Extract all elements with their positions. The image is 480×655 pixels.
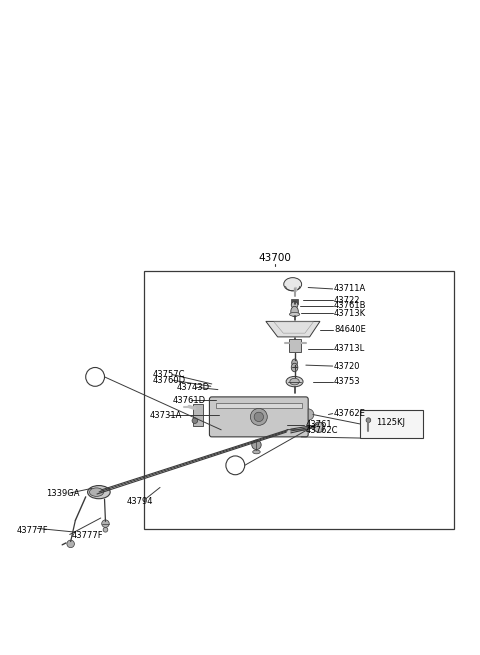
Ellipse shape [284,278,301,291]
Text: 43760D: 43760D [153,376,186,384]
Text: 84640E: 84640E [334,326,366,334]
Circle shape [226,456,245,475]
Ellipse shape [289,312,300,316]
Text: 43761D: 43761D [172,396,205,405]
Text: 43794: 43794 [126,497,153,506]
Text: 43762C: 43762C [306,426,338,434]
Text: 43720: 43720 [334,362,360,371]
Bar [193,403,204,426]
Text: 43700: 43700 [259,253,292,263]
Text: 43777F: 43777F [72,531,103,540]
Wedge shape [308,409,314,420]
Text: 43757C: 43757C [153,370,185,379]
Circle shape [67,540,74,548]
Ellipse shape [87,485,110,498]
Bar [216,403,302,407]
Text: 1339GA: 1339GA [46,489,80,498]
FancyBboxPatch shape [209,397,308,437]
Text: 43761: 43761 [306,421,333,430]
Text: 43762E: 43762E [334,409,366,418]
Circle shape [86,367,105,386]
Text: 43713L: 43713L [334,344,365,353]
Circle shape [291,302,298,309]
Text: A: A [232,461,239,470]
Text: A: A [92,373,98,381]
Text: 43753: 43753 [334,377,360,386]
Circle shape [251,409,267,425]
Circle shape [192,418,198,424]
Text: 43711A: 43711A [334,284,366,293]
Ellipse shape [291,364,298,372]
Bar [291,299,299,303]
Text: 43743D: 43743D [177,383,210,392]
Ellipse shape [366,418,371,422]
Ellipse shape [292,359,298,367]
Text: 43761B: 43761B [334,301,367,310]
Ellipse shape [286,377,303,386]
Ellipse shape [314,422,324,432]
Ellipse shape [290,379,299,385]
Ellipse shape [103,527,108,532]
Text: 1125KJ: 1125KJ [376,419,405,428]
Circle shape [102,520,109,527]
Ellipse shape [252,450,260,454]
Ellipse shape [291,307,299,316]
Text: 43777F: 43777F [16,526,48,535]
Bar [144,271,454,529]
Polygon shape [266,322,320,337]
Bar [360,410,423,438]
Bar [289,339,301,352]
Ellipse shape [89,488,104,496]
Circle shape [252,440,261,449]
Text: 43731A: 43731A [150,411,182,420]
Text: 43722: 43722 [334,295,360,305]
Text: 43713K: 43713K [334,309,366,318]
Circle shape [254,412,264,422]
